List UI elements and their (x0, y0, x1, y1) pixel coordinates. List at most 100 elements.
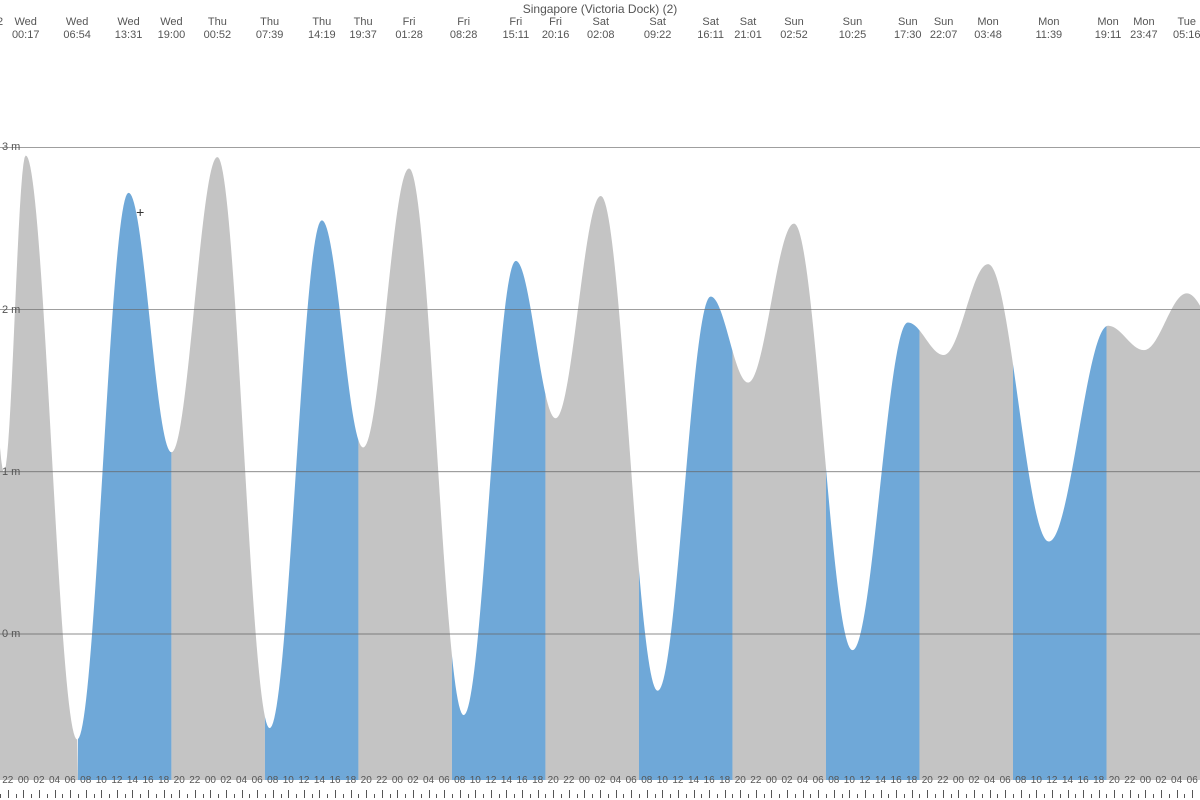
extreme-day: Fri (450, 16, 478, 29)
extreme-time: 08:28 (450, 29, 478, 42)
x-tick (491, 790, 492, 798)
x-hour-label: 10 (283, 775, 294, 786)
x-hour-label: 20 (548, 775, 559, 786)
extreme-time: 19:37 (349, 29, 377, 42)
x-tick (756, 790, 757, 798)
x-tick (78, 794, 79, 798)
extreme-label: Sun02:52 (780, 16, 808, 42)
x-hour-label: 06 (252, 775, 263, 786)
x-hour-label: 00 (953, 775, 964, 786)
x-hour-label: 06 (626, 775, 637, 786)
x-hour-label: 12 (859, 775, 870, 786)
x-hour-label: 14 (501, 775, 512, 786)
x-tick (382, 790, 383, 798)
x-axis-labels: 2200020406081012141618202200020406081012… (0, 778, 1200, 798)
x-tick (1036, 790, 1037, 798)
x-tick (288, 790, 289, 798)
x-tick (616, 790, 617, 798)
x-hour-label: 02 (968, 775, 979, 786)
extreme-day: Sun (839, 16, 867, 29)
x-tick (218, 794, 219, 798)
x-tick (990, 790, 991, 798)
y-axis-label: 1 m (2, 466, 20, 478)
extreme-day: Sat (697, 16, 724, 29)
extreme-label: Sun10:25 (839, 16, 867, 42)
x-tick (694, 790, 695, 798)
x-tick (203, 794, 204, 798)
x-tick (499, 794, 500, 798)
x-tick (171, 794, 172, 798)
x-tick (717, 794, 718, 798)
extreme-label: Fri08:28 (450, 16, 478, 42)
x-tick (849, 790, 850, 798)
x-hour-label: 08 (80, 775, 91, 786)
x-tick (1177, 790, 1178, 798)
x-hour-label: 10 (96, 775, 107, 786)
extreme-day: Thu (349, 16, 377, 29)
x-tick (39, 790, 40, 798)
extreme-label: Thu07:39 (256, 16, 284, 42)
x-tick (506, 790, 507, 798)
tide-band-day (452, 261, 546, 780)
x-tick (164, 790, 165, 798)
x-tick (1060, 794, 1061, 798)
y-axis-label: 3 m (2, 141, 20, 153)
extreme-label: Thu00:52 (204, 16, 232, 42)
x-hour-label: 22 (563, 775, 574, 786)
x-tick (514, 794, 515, 798)
x-hour-label: 16 (891, 775, 902, 786)
x-hour-label: 06 (1187, 775, 1198, 786)
extreme-day: Wed (63, 16, 91, 29)
extreme-label: Wed06:54 (63, 16, 91, 42)
x-tick (16, 794, 17, 798)
extreme-time: 19:11 (1095, 29, 1122, 42)
x-tick (179, 790, 180, 798)
extreme-time: 20:16 (542, 29, 570, 42)
x-hour-label: 00 (1140, 775, 1151, 786)
x-tick (764, 794, 765, 798)
x-tick (1169, 794, 1170, 798)
extreme-label: Wed19:00 (158, 16, 186, 42)
x-tick (904, 794, 905, 798)
extreme-day: 2 (0, 16, 3, 29)
extreme-day: Sat (644, 16, 672, 29)
extreme-day: Mon (1095, 16, 1122, 29)
x-hour-label: 18 (532, 775, 543, 786)
x-tick (647, 790, 648, 798)
x-tick (1122, 794, 1123, 798)
x-hour-label: 10 (657, 775, 668, 786)
x-tick (623, 794, 624, 798)
x-hour-label: 22 (2, 775, 13, 786)
extreme-day: Sun (894, 16, 922, 29)
x-hour-label: 12 (672, 775, 683, 786)
x-tick (397, 790, 398, 798)
x-hour-label: 10 (844, 775, 855, 786)
extreme-time: 22:07 (930, 29, 958, 42)
extreme-label: Thu14:19 (308, 16, 336, 42)
x-hour-label: 22 (937, 775, 948, 786)
x-hour-label: 08 (828, 775, 839, 786)
extreme-time: 03:48 (974, 29, 1002, 42)
x-tick (156, 794, 157, 798)
x-hour-label: 10 (1031, 775, 1042, 786)
x-tick (273, 790, 274, 798)
tide-band-day (78, 193, 172, 780)
x-tick (109, 794, 110, 798)
x-tick (732, 794, 733, 798)
x-tick (8, 790, 9, 798)
x-tick (390, 794, 391, 798)
x-tick (257, 790, 258, 798)
x-tick (662, 790, 663, 798)
x-tick (436, 794, 437, 798)
x-tick (249, 794, 250, 798)
extreme-time: 09:22 (644, 29, 672, 42)
x-tick (1153, 794, 1154, 798)
x-tick (86, 790, 87, 798)
x-tick (818, 790, 819, 798)
extreme-day: Mon (1035, 16, 1062, 29)
extreme-label: Sun17:30 (894, 16, 922, 42)
x-tick (23, 790, 24, 798)
extreme-time: 00:17 (12, 29, 40, 42)
x-tick (226, 790, 227, 798)
x-tick (1068, 790, 1069, 798)
